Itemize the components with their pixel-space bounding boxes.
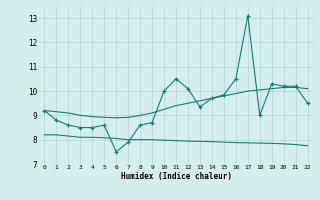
X-axis label: Humidex (Indice chaleur): Humidex (Indice chaleur) — [121, 172, 231, 181]
